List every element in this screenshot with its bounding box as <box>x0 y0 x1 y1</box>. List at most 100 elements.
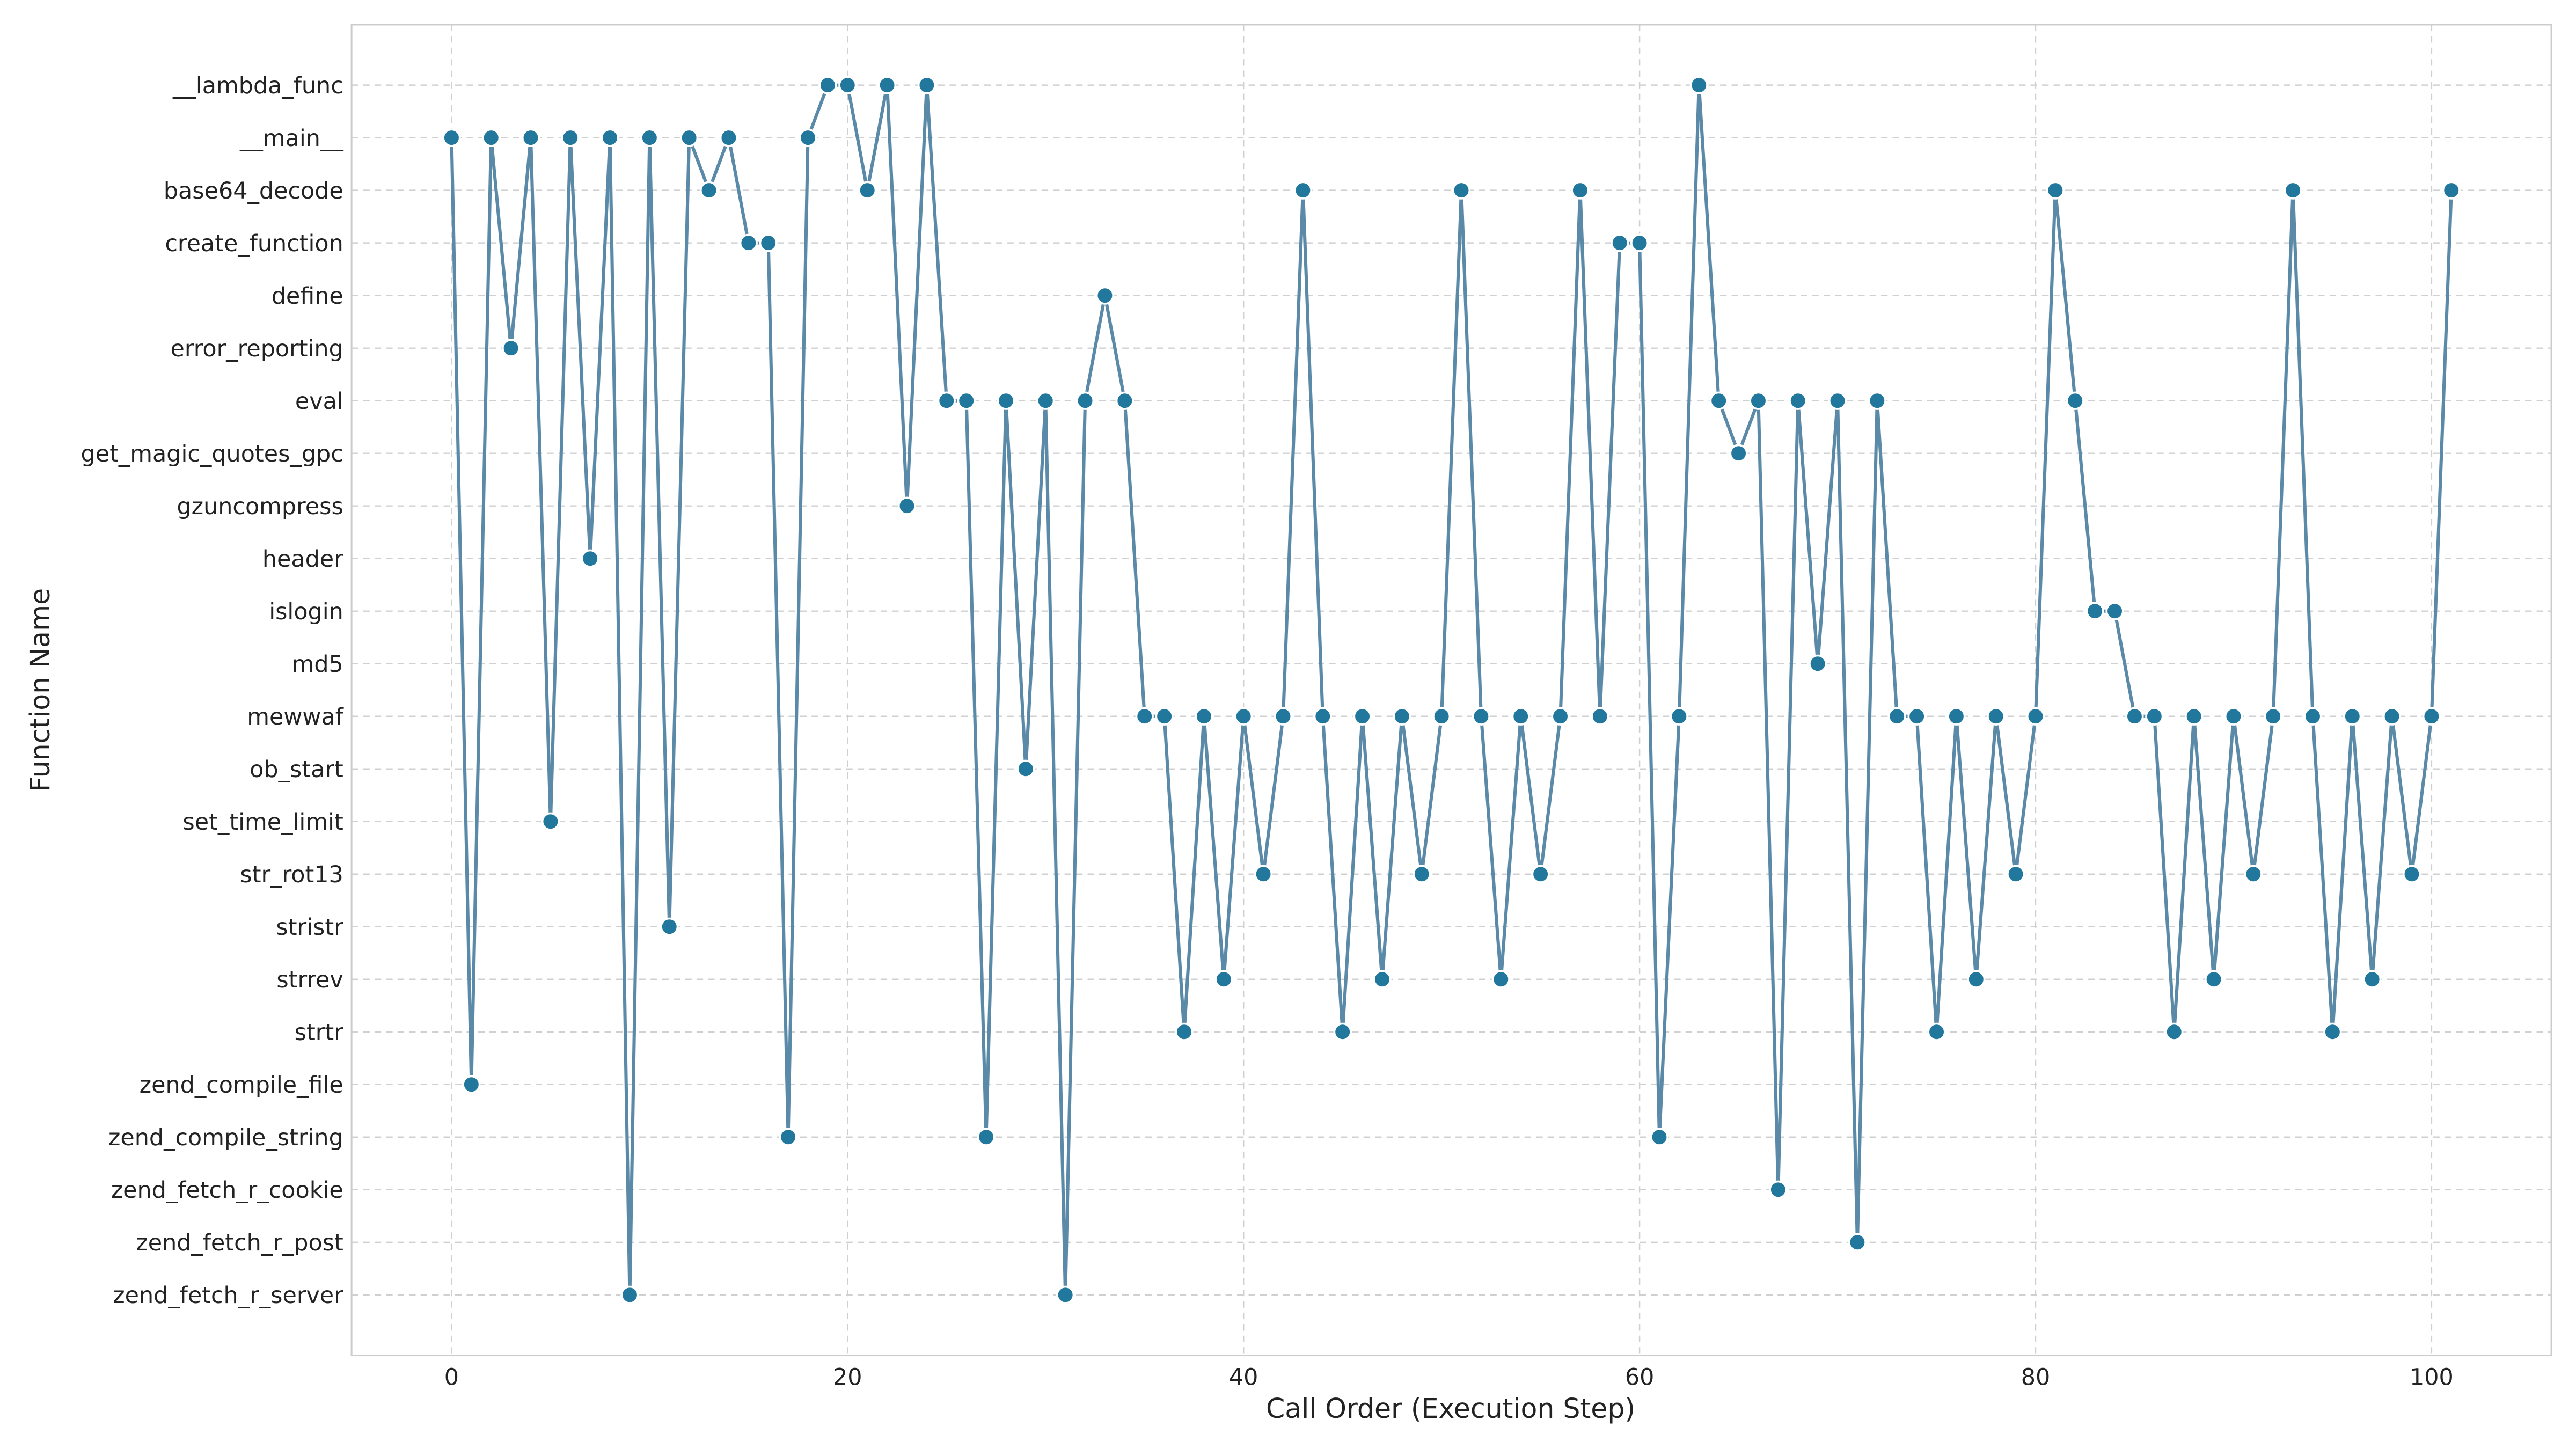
data-point-16 <box>759 233 778 252</box>
data-point-4 <box>521 128 540 147</box>
data-point-14 <box>719 128 738 147</box>
data-point-94 <box>2303 707 2322 726</box>
data-point-10 <box>640 128 659 147</box>
x-tick-label: 40 <box>1229 1364 1258 1391</box>
data-point-68 <box>1789 391 1807 410</box>
y-tick-label: ob_start <box>250 756 343 783</box>
data-point-74 <box>1907 707 1926 726</box>
data-point-76 <box>1947 707 1966 726</box>
data-point-2 <box>482 128 501 147</box>
y-tick-label: zend_compile_string <box>108 1124 343 1151</box>
data-point-92 <box>2264 707 2282 726</box>
x-tick-label: 60 <box>1625 1364 1655 1391</box>
data-point-55 <box>1531 865 1550 883</box>
data-point-3 <box>501 339 521 357</box>
y-tick-label: islogin <box>269 598 343 625</box>
data-point-35 <box>1135 707 1154 726</box>
y-tick-label: get_magic_quotes_gpc <box>81 441 343 467</box>
data-point-54 <box>1511 707 1530 726</box>
data-point-62 <box>1670 707 1689 726</box>
x-tick-label: 80 <box>2021 1364 2051 1391</box>
data-point-85 <box>2125 707 2144 726</box>
data-point-39 <box>1214 970 1233 989</box>
y-tick-label: define <box>272 283 343 310</box>
y-tick-label: strtr <box>295 1019 344 1046</box>
data-point-37 <box>1175 1022 1194 1041</box>
data-point-1 <box>462 1075 481 1094</box>
y-tick-label: stristr <box>276 914 343 941</box>
data-point-88 <box>2184 707 2204 726</box>
y-tick-label: error_reporting <box>171 335 343 362</box>
data-point-84 <box>2105 602 2124 620</box>
y-tick-label: __lambda_func <box>172 72 343 99</box>
data-point-32 <box>1075 391 1095 410</box>
data-points <box>442 76 2461 1304</box>
data-point-86 <box>2145 707 2164 726</box>
data-point-40 <box>1234 707 1253 726</box>
y-tick-label: __main__ <box>239 125 343 152</box>
x-tick-label: 100 <box>2410 1364 2454 1391</box>
data-point-30 <box>1036 391 1055 410</box>
data-point-97 <box>2363 970 2382 989</box>
data-point-46 <box>1353 707 1372 726</box>
data-point-24 <box>917 76 936 94</box>
y-tick-label: zend_fetch_r_server <box>113 1282 343 1309</box>
data-point-71 <box>1848 1233 1867 1252</box>
data-point-11 <box>660 917 679 936</box>
data-point-67 <box>1769 1180 1788 1199</box>
data-point-7 <box>581 549 599 568</box>
y-tick-label: str_rot13 <box>240 861 343 888</box>
data-point-91 <box>2244 865 2263 883</box>
y-tick-labels: __lambda_func __main__ base64_decodecreate… <box>81 72 344 1309</box>
data-point-80 <box>2026 707 2045 726</box>
data-point-65 <box>1729 444 1748 463</box>
y-tick-label: zend_compile_file <box>140 1072 343 1099</box>
data-point-79 <box>2006 865 2025 883</box>
data-point-99 <box>2402 865 2421 883</box>
data-point-17 <box>779 1128 797 1146</box>
data-point-9 <box>620 1285 639 1304</box>
data-point-18 <box>799 128 817 147</box>
data-point-27 <box>977 1128 996 1146</box>
x-tick-label: 0 <box>444 1364 459 1391</box>
data-point-93 <box>2284 181 2302 200</box>
data-point-82 <box>2066 391 2084 410</box>
y-tick-label: eval <box>295 388 343 415</box>
data-point-51 <box>1452 181 1471 200</box>
data-point-19 <box>818 76 837 94</box>
data-point-22 <box>877 76 897 94</box>
data-point-42 <box>1274 707 1293 726</box>
data-point-41 <box>1254 865 1273 883</box>
y-tick-label: gzuncompress <box>177 493 343 520</box>
series-line <box>450 83 2453 1295</box>
data-point-78 <box>1987 707 2006 726</box>
data-point-53 <box>1491 970 1510 989</box>
data-point-56 <box>1551 707 1570 726</box>
data-point-61 <box>1650 1128 1669 1146</box>
x-tick-labels: 0 20 40 60 80 100 <box>444 1364 2454 1391</box>
data-point-20 <box>838 76 857 94</box>
data-point-38 <box>1195 707 1213 726</box>
y-tick-label: md5 <box>292 651 343 678</box>
y-tick-label: header <box>262 546 343 573</box>
data-point-63 <box>1689 76 1708 94</box>
y-tick-label: strrev <box>276 967 343 993</box>
data-point-13 <box>699 181 719 200</box>
data-point-44 <box>1313 707 1332 726</box>
data-point-28 <box>997 391 1015 410</box>
data-point-31 <box>1056 1285 1075 1304</box>
y-axis-label: Function Name <box>24 588 56 792</box>
data-point-12 <box>680 128 699 147</box>
data-point-100 <box>2422 707 2441 726</box>
data-point-83 <box>2085 602 2104 620</box>
y-tick-label: zend_fetch_r_cookie <box>111 1177 343 1204</box>
plot-area <box>350 24 2552 1357</box>
data-point-73 <box>1887 707 1906 726</box>
y-tick-label: base64_decode <box>164 178 343 204</box>
data-point-75 <box>1927 1022 1946 1041</box>
data-point-70 <box>1828 391 1847 410</box>
data-point-0 <box>442 128 461 147</box>
data-point-50 <box>1432 707 1451 726</box>
data-point-81 <box>2046 181 2065 200</box>
